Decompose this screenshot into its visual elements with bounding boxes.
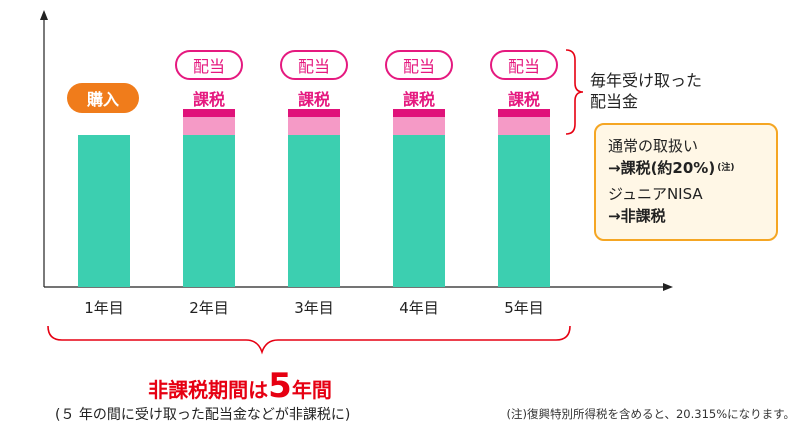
annual-dividend-label-line1: 毎年受け取った [590,71,703,90]
bar-year-3-dividend [288,117,340,135]
arrow-right-icon: → [608,207,621,225]
period-suffix: 年間 [291,378,332,402]
tax-treatment-box: 通常の取扱い →課税(約20%) (注) ジュニアNISA →非課税 [594,123,778,241]
dividend-brace [565,49,584,135]
bar-year-2-dividend [183,117,235,135]
tax-label-year-3: 課税 [297,90,330,109]
nisa-title: ジュニアNISA [608,185,703,203]
x-label-year-5: 5年目 [504,299,544,317]
bar-year-5-tax [498,109,550,117]
y-axis-arrow-icon [40,10,48,20]
period-number: 5 [268,366,292,406]
footnote: (注)復興特別所得税を含めると、20.315%になります。 [506,407,795,421]
bar-year-4-tax [393,109,445,117]
tax-free-period-heading: 非課税期間は5年間 [100,366,380,406]
dividend-badge-year-4: 配当 [385,50,453,80]
x-label-year-2: 2年目 [189,299,229,317]
normal-treatment-rate: →課税(約20%) (注) [608,157,768,179]
normal-treatment-title: 通常の取扱い [608,137,699,155]
purchase-badge: 購入 [67,83,139,113]
dividend-badge-year-3: 配当 [280,50,348,80]
x-axis-arrow-icon [663,283,673,291]
arrow-right-icon: → [608,159,621,177]
bar-year-4-dividend [393,117,445,135]
annual-dividend-label-line2: 配当金 [590,92,639,111]
x-label-year-1: 1年目 [84,299,124,317]
tax-label-year-5: 課税 [507,90,540,109]
period-brace [47,325,571,355]
bar-year-1-principal [78,135,130,287]
bar-year-3-tax [288,109,340,117]
dividend-badge-year-5: 配当 [490,50,558,80]
dividend-badge-year-2: 配当 [175,50,243,80]
bar-year-3-principal [288,135,340,287]
bar-year-5-principal [498,135,550,287]
footnote-marker: (注) [717,163,735,173]
tax-label-year-4: 課税 [402,90,435,109]
bar-year-2-tax [183,109,235,117]
period-prefix: 非課税期間は [148,378,269,402]
bar-year-5-dividend [498,117,550,135]
nisa-rate-text: 非課税 [620,207,666,225]
bar-year-4-principal [393,135,445,287]
period-note: (５ 年の間に受け取った配当金などが非課税に) [55,407,351,423]
x-label-year-4: 4年目 [399,299,439,317]
nisa-rate: →非課税 [608,205,768,227]
normal-rate-text: 課税(約20%) [620,159,716,177]
bar-year-2-principal [183,135,235,287]
tax-label-year-2: 課税 [192,90,225,109]
x-label-year-3: 3年目 [294,299,334,317]
